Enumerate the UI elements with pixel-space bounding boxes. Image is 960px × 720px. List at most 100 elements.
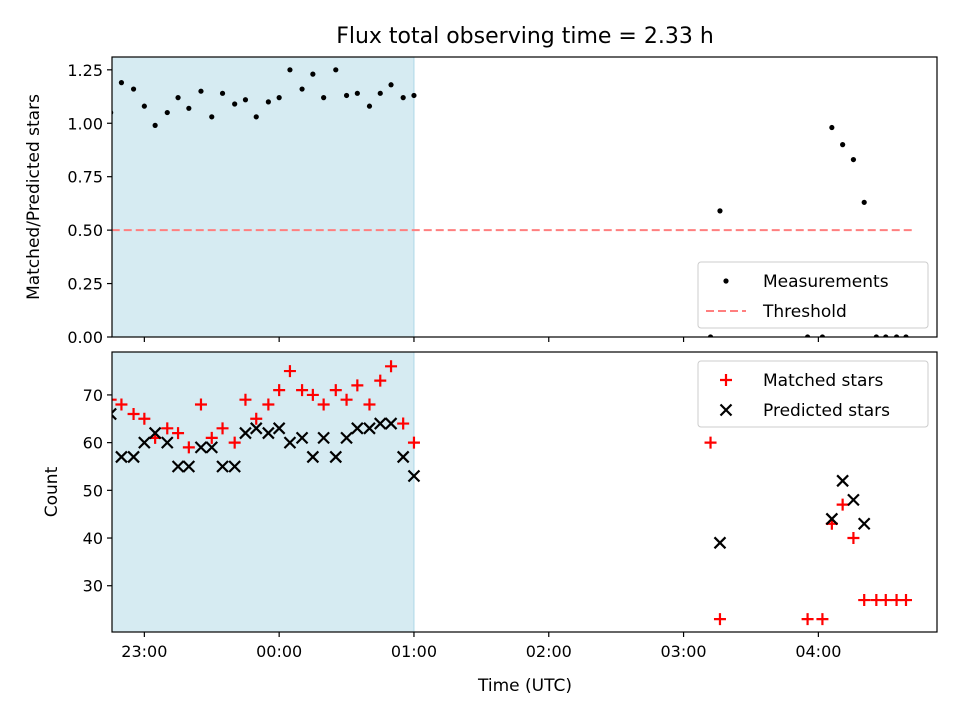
predicted-star-point: [373, 417, 387, 430]
top-panel: 0.00 0.25 0.50 0.75 1.00 1.25 Measurements Thre…: [67, 56, 938, 347]
predicted-star-point: [205, 441, 219, 454]
matched-star-point: [228, 436, 241, 449]
measurement-point: [840, 142, 846, 148]
predicted-star-point: [216, 460, 229, 473]
predicted-star-point: [272, 422, 286, 435]
measurement-point: [411, 92, 417, 99]
measurement-point: [333, 67, 339, 73]
matched-star-point: [329, 384, 342, 397]
bottom-axes-frame: [111, 351, 938, 633]
top-axes-frame: [111, 56, 938, 338]
measurement-point: [354, 90, 360, 96]
matched-star-point: [283, 365, 296, 378]
measurement-point: [130, 86, 137, 92]
bottom-shaded-span: [112, 352, 415, 632]
predicted-star-point: [94, 418, 105, 429]
bottom-ytick-label: 60: [83, 434, 103, 453]
measurement-point: [321, 95, 327, 101]
matched-star-point: [397, 417, 410, 430]
measurement-point: [310, 71, 316, 77]
predicted-star-point: [112, 407, 117, 421]
top-ytick-label: 0.75: [67, 168, 103, 187]
top-plot-area: [112, 57, 913, 337]
matched-star-point: [182, 441, 195, 454]
predicted-star-point: [857, 517, 871, 530]
top-ytick-label: 0.50: [67, 221, 103, 240]
predicted-star-point: [182, 460, 196, 473]
measurement-point: [232, 101, 238, 107]
measurement-point: [242, 97, 249, 103]
matched-star-point: [713, 613, 726, 626]
predicted-star-point: [363, 422, 376, 435]
measurement-point: [186, 105, 192, 111]
bottom-xtick-label: 01:00: [391, 642, 437, 661]
measurement-point: [164, 109, 170, 116]
top-ylabel: Matched/Predicted stars: [24, 94, 44, 300]
measurement-point: [707, 334, 714, 337]
matched-star-point: [296, 384, 309, 397]
predicted-star-point: [329, 450, 343, 464]
predicted-star-point: [262, 426, 275, 440]
bottom-panel: 30 40 50 60 70 23:00 00:00 01:00 02:00 03:00 04:00…: [82, 351, 938, 661]
matched-star-point: [816, 613, 829, 626]
measurement-point: [141, 103, 147, 109]
matched-star-point: [172, 427, 185, 440]
bottom-legend: Matched stars Predicted stars: [697, 360, 929, 428]
top-ytick-label: 0.25: [67, 275, 103, 294]
predicted-star-point: [138, 436, 151, 449]
top-legend-box: [697, 261, 929, 329]
measurement-point: [400, 95, 406, 101]
top-ytick-label: 1.00: [67, 114, 103, 133]
top-ytick-label: 0.00: [67, 328, 103, 347]
bottom-ytick-label: 50: [83, 481, 103, 500]
predicted-star-point: [127, 450, 140, 464]
measurement-point: [276, 95, 282, 101]
bottom-ylabel: Count: [42, 466, 62, 517]
bottom-xtick-label: 04:00: [795, 642, 841, 661]
measurement-point: [377, 90, 383, 96]
predicted-star-point: [239, 426, 252, 440]
matched-star-point: [194, 398, 207, 411]
predicted-star-point: [295, 431, 309, 445]
matched-star-point: [858, 594, 871, 607]
predicted-star-point: [847, 493, 860, 507]
x-axis-label: Time (UTC): [477, 676, 572, 696]
predicted-star-point: [148, 426, 162, 440]
matched-star-point: [82, 608, 94, 620]
predicted-star-point: [836, 474, 849, 488]
predicted-star-point: [228, 460, 241, 473]
measurement-point: [366, 103, 373, 109]
matched-star-point: [340, 393, 353, 406]
measurement-point: [861, 199, 867, 205]
matched-star-point: [262, 398, 275, 411]
bottom-xtick-label: 00:00: [256, 642, 302, 661]
bottom-plot-area: [82, 352, 912, 632]
measurement-point: [175, 95, 181, 101]
matched-star-point: [138, 412, 151, 425]
matched-star-point: [216, 422, 229, 435]
predicted-star-point: [407, 469, 421, 483]
matched-star-point: [115, 398, 128, 411]
matched-star-point: [847, 532, 860, 545]
predicted-star-point: [249, 422, 263, 435]
predicted-star-point: [396, 450, 410, 464]
measurement-point: [152, 122, 158, 128]
measurement-point: [219, 90, 226, 96]
bottom-xtick-label: 02:00: [526, 642, 572, 661]
matched-star-point: [879, 594, 892, 607]
matched-star-point: [801, 613, 814, 626]
bottom-xtick-label: 03:00: [661, 642, 707, 661]
predicted-star-point: [115, 450, 128, 464]
matched-star-point: [385, 360, 398, 373]
measurement-point: [299, 86, 305, 92]
measurement-point: [850, 156, 857, 163]
matched-star-point: [239, 393, 252, 406]
measurement-point: [717, 208, 723, 214]
measurement-point: [883, 334, 889, 337]
matched-star-point: [127, 408, 140, 421]
matched-star-point: [407, 436, 420, 449]
measurement-point: [804, 334, 811, 337]
bottom-xtick-label: 23:00: [121, 642, 167, 661]
measurement-point: [265, 99, 271, 105]
measurement-point: [388, 82, 394, 88]
